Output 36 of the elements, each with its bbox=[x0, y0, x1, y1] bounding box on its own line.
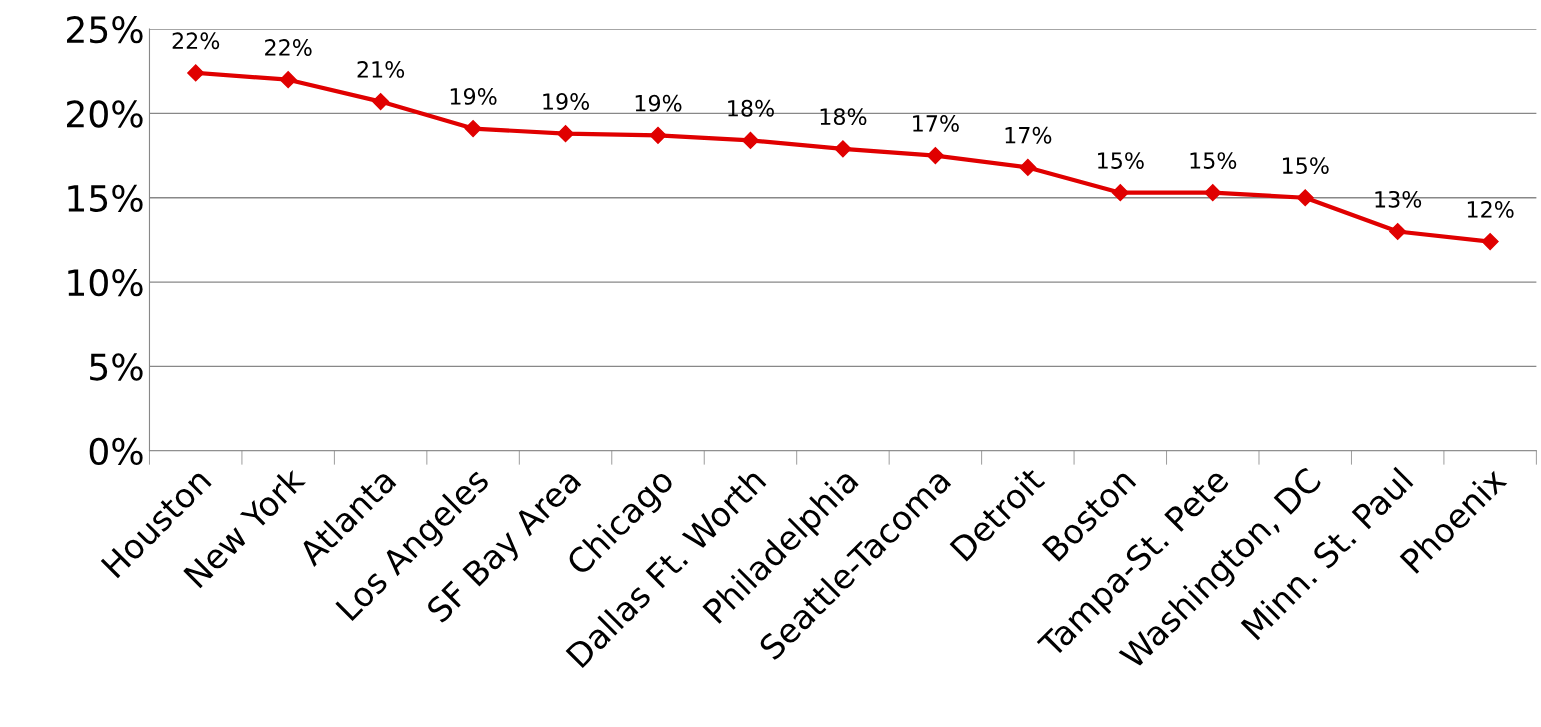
data-label: 18% bbox=[820, 108, 867, 126]
point bbox=[279, 71, 297, 89]
point bbox=[372, 93, 390, 111]
y-tick-label: 20% bbox=[67, 100, 143, 128]
point bbox=[1389, 222, 1407, 241]
point bbox=[649, 126, 667, 144]
data-label: 22% bbox=[172, 32, 220, 50]
data-label: 15% bbox=[1190, 152, 1237, 169]
data-label: 19% bbox=[543, 93, 590, 110]
data-label: 13% bbox=[1375, 190, 1422, 208]
data-label: 12% bbox=[1467, 201, 1514, 218]
point bbox=[1296, 189, 1314, 207]
y-tick-label: 5% bbox=[90, 353, 143, 381]
y-tick-label: 25% bbox=[67, 16, 143, 44]
y-tick-label: 10% bbox=[68, 268, 143, 297]
data-label: 19% bbox=[635, 94, 682, 112]
data-label: 15% bbox=[1282, 157, 1329, 174]
point bbox=[926, 147, 944, 165]
data-label: 17% bbox=[913, 115, 959, 132]
point bbox=[1111, 184, 1129, 202]
y-tick-label: 0% bbox=[89, 437, 143, 465]
y-tick-label: 15% bbox=[68, 184, 143, 212]
point bbox=[464, 120, 482, 138]
point bbox=[187, 64, 205, 82]
data-label: 21% bbox=[357, 61, 405, 78]
point bbox=[556, 125, 575, 143]
data-label: 15% bbox=[1098, 152, 1144, 169]
point bbox=[1019, 158, 1037, 176]
point bbox=[741, 131, 760, 149]
data-label: 19% bbox=[450, 88, 497, 105]
data-label: 22% bbox=[265, 39, 312, 56]
data-label: 17% bbox=[1005, 126, 1052, 144]
point bbox=[1204, 184, 1222, 202]
point bbox=[1481, 233, 1499, 251]
data-label: 18% bbox=[728, 99, 774, 117]
point bbox=[834, 140, 852, 158]
